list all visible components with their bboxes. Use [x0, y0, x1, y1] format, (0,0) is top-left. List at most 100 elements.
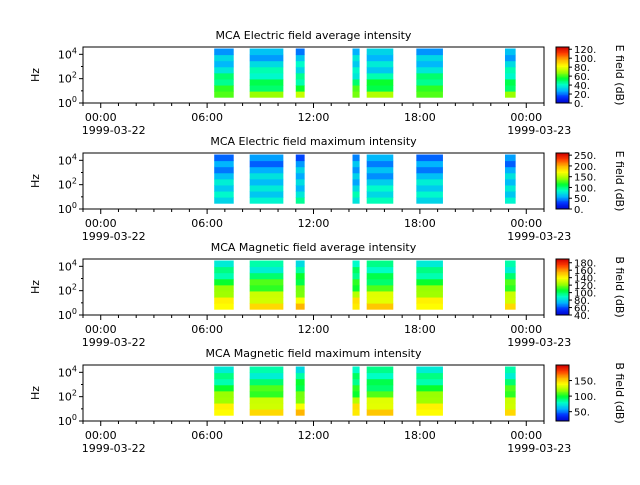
colorbar-segment: [556, 73, 569, 76]
spectrogram-cell: [249, 91, 284, 98]
colorbar-segment: [556, 89, 569, 91]
colorbar-segment: [556, 416, 569, 419]
spectrogram-cell: [249, 166, 284, 174]
colorbar-segment: [556, 380, 569, 383]
colorbar-segment: [556, 75, 569, 77]
spectrogram-cell: [295, 390, 305, 398]
colorbar-segment: [556, 407, 569, 409]
colorbar-segment: [556, 299, 569, 302]
spectrogram-cell: [352, 54, 360, 62]
x-tick-label: 12:00: [298, 217, 330, 230]
colorbar-segment: [556, 409, 569, 412]
spectrogram-cell: [366, 166, 394, 174]
spectrogram-cell: [504, 172, 516, 180]
spectrogram-cell: [295, 54, 305, 62]
spectrogram-cell: [352, 85, 360, 92]
colorbar-segment: [556, 303, 569, 306]
spectrogram-cell: [214, 178, 234, 186]
spectrogram-cell: [295, 172, 305, 180]
y-tick-label: 102: [58, 283, 77, 298]
colorbar-segment: [556, 309, 569, 312]
spectrogram-cell: [504, 197, 516, 204]
colorbar-segment: [556, 291, 569, 293]
spectrogram-cell: [249, 172, 284, 180]
spectrogram-cell: [366, 290, 394, 298]
spectrogram-cell: [416, 390, 443, 398]
spectrogram-cell: [295, 191, 305, 198]
spectrogram-cell: [504, 54, 516, 62]
spectrogram-cell: [214, 197, 234, 204]
colorbar-segment: [556, 94, 569, 97]
spectrogram-cell: [214, 378, 234, 386]
spectrogram-cell: [504, 290, 516, 298]
colorbar-segment: [556, 68, 569, 70]
spectrogram-cell: [214, 260, 234, 268]
spectrogram-cell: [416, 272, 443, 280]
colorbar-segment: [556, 56, 569, 59]
spectrogram-cell: [249, 272, 284, 280]
spectrogram-cell: [416, 378, 443, 386]
spectrogram-cell: [249, 384, 284, 392]
spectrogram-cell: [249, 290, 284, 298]
spectrogram-cell: [249, 396, 284, 404]
spectrogram-cell: [352, 409, 360, 416]
colorbar-segment: [556, 98, 569, 101]
colorbar-segment: [556, 280, 569, 282]
spectrogram-cell: [295, 48, 305, 56]
colorbar-segment: [556, 199, 569, 201]
spectrogram-cell: [295, 303, 305, 310]
spectrogram-cell: [504, 48, 516, 56]
spectrogram-cell: [504, 91, 516, 98]
spectrogram-cell: [366, 78, 394, 86]
spectrogram-cell: [295, 278, 305, 286]
colorbar-label: E field (dB): [613, 45, 626, 106]
y-axis-label: Hz: [29, 386, 42, 400]
colorbar-tick-label: 20.: [574, 90, 590, 101]
spectrogram-cell: [352, 396, 360, 404]
spectrogram-cell: [352, 290, 360, 298]
colorbar-segment: [556, 306, 569, 309]
x-tick-label: 00:00: [510, 323, 542, 336]
spectrogram-cell: [366, 390, 394, 398]
colorbar-segment: [556, 55, 569, 58]
y-tick-label: 100: [58, 201, 77, 216]
colorbar-segment: [556, 273, 569, 275]
colorbar-segment: [556, 388, 569, 391]
colorbar-segment: [556, 48, 569, 51]
spectrogram-cell: [352, 178, 360, 186]
colorbar-segment: [556, 282, 569, 285]
colorbar-segment: [556, 91, 569, 94]
colorbar-segment: [556, 52, 569, 55]
spectrogram-cell: [416, 178, 443, 186]
spectrogram-cell: [352, 378, 360, 386]
spectrogram-cell: [416, 85, 443, 92]
spectrogram-cell: [504, 60, 516, 68]
spectrogram-cell: [504, 378, 516, 386]
colorbar-tick-label: 60.: [574, 72, 590, 83]
plot-area: [82, 152, 545, 210]
spectrogram-cell: [295, 184, 305, 192]
colorbar-segment: [556, 412, 569, 415]
x-tick-label: 00:00: [85, 429, 117, 442]
colorbar-segment: [556, 366, 569, 369]
colorbar-tick-label: 150.: [574, 173, 596, 184]
spectrogram-cell: [366, 48, 394, 56]
spectrogram-cell: [366, 403, 394, 410]
colorbar-segment: [556, 391, 569, 394]
colorbar-segment: [556, 66, 569, 69]
colorbar-segment: [556, 267, 569, 270]
colorbar-segment: [556, 72, 569, 74]
colorbar-segment: [556, 47, 569, 49]
colorbar-segment: [556, 192, 569, 194]
spectrogram-cell: [249, 72, 284, 80]
colorbar-segment: [556, 169, 569, 172]
colorbar-segment: [556, 301, 569, 303]
spectrogram-cell: [352, 91, 360, 98]
colorbar-segment: [556, 270, 569, 272]
y-axis-label: Hz: [29, 68, 42, 82]
spectrogram-cell: [249, 78, 284, 86]
colorbar-segment: [556, 82, 569, 84]
colorbar-segment: [556, 182, 569, 185]
spectrogram-cell: [214, 403, 234, 410]
